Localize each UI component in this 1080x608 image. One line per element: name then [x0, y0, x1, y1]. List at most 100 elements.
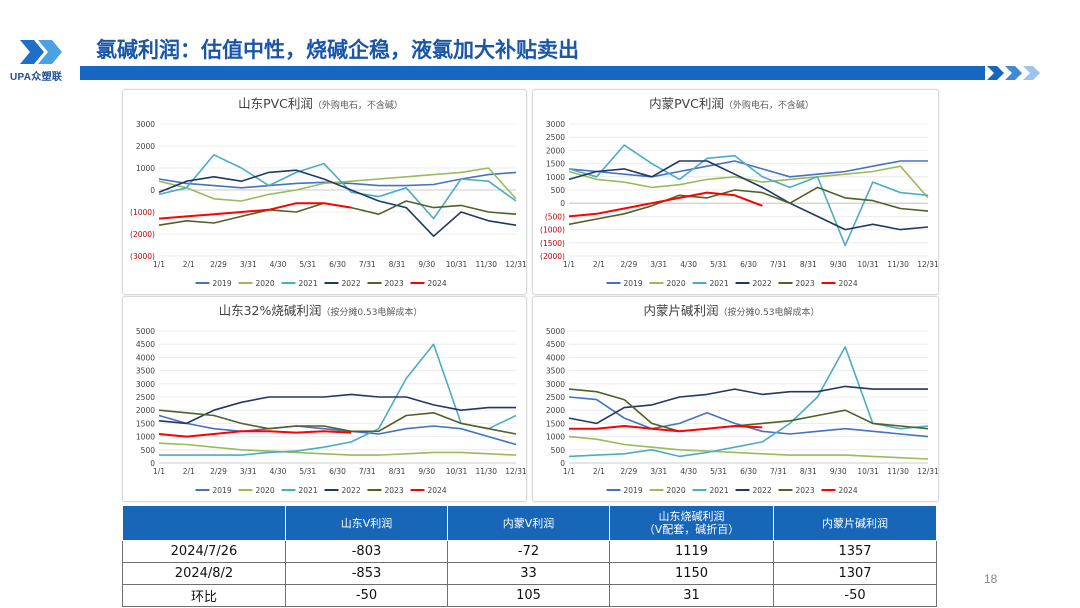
chart-panel-neimeng-flake: 内蒙片碱利润（按分摊0.53电解成本） 5000 4500 4000 3500 3000 2… [532, 296, 939, 502]
y-tick-label: 2500 [546, 393, 565, 402]
series-line-2019 [568, 396, 929, 438]
x-tick-label: 9/30 [830, 467, 847, 476]
legend-label: 2023 [796, 486, 815, 495]
legend-label: 2019 [624, 279, 643, 288]
title-bar [80, 66, 985, 80]
table-row: 2024/8/2 -853 33 1150 1307 [122, 562, 937, 585]
chart-title: 内蒙片碱利润（按分摊0.53电解成本） [643, 303, 819, 318]
legend-label: 2020 [256, 486, 275, 495]
chart-panel-shandong-pvc: 山东PVC利润（外购电石，不含碱） 3000 2000 1000 0 (1000) (200… [122, 89, 527, 295]
legend-label: 2023 [385, 486, 404, 495]
series-line-2021 [568, 144, 929, 247]
x-tick-label: 6/30 [329, 467, 346, 476]
y-tick-label: (2000) [540, 252, 565, 261]
chart-panel-neimeng-pvc: 内蒙PVC利润（外购电石，不含碱） 3000 2500 2000 1500 1000 500… [532, 89, 939, 295]
x-tick-label: 6/30 [740, 260, 757, 269]
series-line-2023 [158, 409, 517, 435]
series-line-2022 [568, 385, 928, 425]
x-tick-label: 2/29 [210, 260, 227, 269]
chart-subtitle: （按分摊0.53电解成本） [718, 306, 819, 318]
y-tick-label: 1000 [546, 433, 565, 442]
series-line-2021 [568, 345, 929, 458]
x-tick-label: 5/31 [299, 467, 316, 476]
table-cell: 105 [447, 584, 610, 607]
y-tick-label: 3500 [136, 367, 155, 376]
series-line-2020 [568, 435, 929, 460]
table-header-row: 山东V利润 内蒙V利润 山东烧碱利润 （V配套，碱折百） 内蒙片碱利润 [122, 505, 937, 541]
x-tick-label: 8/31 [389, 260, 406, 269]
x-tick-label: 12/31 [505, 467, 526, 476]
x-tick-label: 9/30 [418, 260, 435, 269]
table-row: 环比 -50 105 31 -50 [122, 584, 937, 607]
x-tick-label: 12/31 [917, 467, 938, 476]
y-tick-label: 4000 [546, 353, 565, 362]
profit-table: 山东V利润 内蒙V利润 山东烧碱利润 （V配套，碱折百） 内蒙片碱利润 2024… [122, 505, 937, 607]
x-tick-label: 3/31 [240, 260, 257, 269]
table-cell: -853 [285, 562, 448, 585]
y-tick-label: 2000 [136, 406, 155, 415]
table-cell: -50 [773, 584, 937, 607]
table-cell: -50 [285, 584, 448, 607]
slide-title: 氯碱利润：估值中性，烧碱企稳，液氯加大补贴卖出 [96, 38, 579, 62]
x-tick-label: 11/30 [887, 260, 909, 269]
x-tick-label: 11/30 [887, 467, 909, 476]
logo-text: UPA众塑联 [10, 72, 63, 83]
x-tick-label: 2/29 [620, 467, 637, 476]
y-tick-label: (1000) [540, 226, 565, 235]
y-tick-label: 5000 [546, 327, 565, 336]
table-header-cell: 内蒙片碱利润 [773, 505, 937, 541]
x-tick-label: 12/31 [917, 260, 938, 269]
y-tick-label: 1500 [546, 160, 565, 169]
table-cell: -72 [447, 540, 610, 563]
table-cell: 2024/8/2 [122, 562, 286, 585]
series-line-2019 [158, 414, 517, 446]
y-tick-label: 1500 [546, 419, 565, 428]
y-tick-label: 4000 [136, 353, 155, 362]
y-tick-label: 2000 [546, 406, 565, 415]
legend-label: 2020 [667, 279, 686, 288]
y-tick-label: 4500 [136, 340, 155, 349]
x-tick-label: 9/30 [418, 467, 435, 476]
y-tick-label: (1500) [540, 239, 565, 248]
x-tick-label: 3/31 [240, 467, 257, 476]
table-cell: 31 [609, 584, 774, 607]
legend-label: 2019 [213, 279, 232, 288]
table-cell: 33 [447, 562, 610, 585]
x-tick-label: 2/29 [620, 260, 637, 269]
x-tick-label: 2/1 [593, 260, 605, 269]
x-tick-label: 12/31 [505, 260, 526, 269]
y-tick-label: (500) [545, 212, 565, 221]
y-tick-label: 500 [551, 446, 566, 455]
x-tick-label: 10/31 [446, 260, 468, 269]
legend-label: 2019 [213, 486, 232, 495]
y-tick-label: 0 [560, 459, 565, 468]
legend-label: 2021 [299, 486, 318, 495]
x-tick-label: 7/31 [359, 467, 376, 476]
neimeng-pvc-chart: 内蒙PVC利润（外购电石，不含碱） 3000 2500 2000 1500 1000 500… [540, 96, 938, 288]
table-cell: 2024/7/26 [122, 540, 286, 563]
y-tick-label: 3000 [136, 380, 155, 389]
table-header-cell: 内蒙V利润 [447, 505, 610, 541]
series-line-2019 [568, 160, 928, 178]
x-tick-label: 4/30 [270, 260, 287, 269]
table-cell: 1357 [773, 540, 937, 563]
series-line-2022 [568, 160, 929, 231]
x-tick-label: 8/31 [800, 260, 817, 269]
x-tick-label: 8/31 [800, 467, 817, 476]
y-tick-label: (2000) [130, 230, 155, 239]
table-cell: -803 [285, 540, 448, 563]
x-tick-label: 4/30 [680, 467, 697, 476]
y-tick-label: (1000) [130, 208, 155, 217]
series-line-2022 [158, 169, 517, 237]
legend-label: 2024 [839, 279, 858, 288]
x-tick-label: 5/31 [710, 260, 727, 269]
series-line-2022 [158, 393, 516, 425]
page-number: 18 [984, 572, 998, 586]
legend-label: 2022 [753, 486, 772, 495]
legend-label: 2024 [428, 279, 447, 288]
series-line-2020 [568, 165, 929, 199]
y-tick-label: 1000 [546, 173, 565, 182]
table-cell: 环比 [122, 584, 286, 607]
x-tick-label: 10/31 [446, 467, 468, 476]
series-line-2020 [158, 167, 517, 202]
